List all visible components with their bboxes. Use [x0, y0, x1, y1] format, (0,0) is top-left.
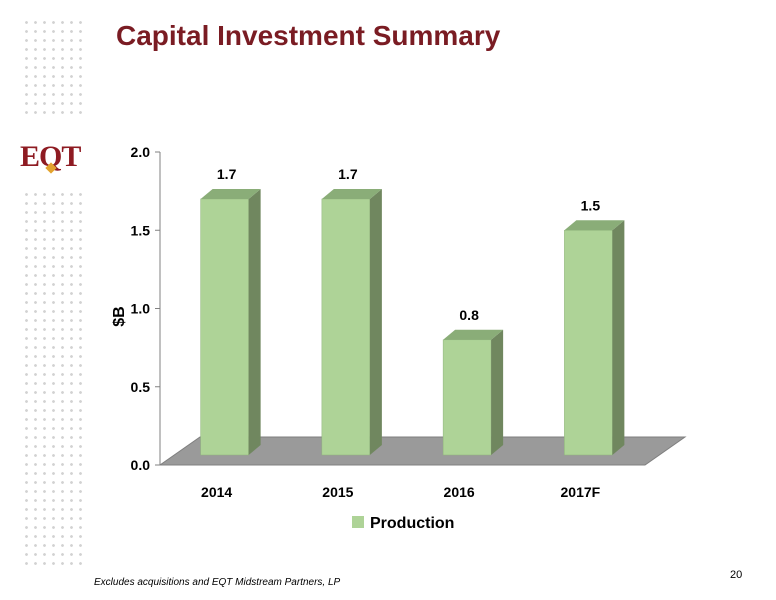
x-tick-label: 2014 — [201, 484, 232, 500]
page-number: 20 — [730, 569, 743, 581]
bar-top — [564, 220, 625, 231]
data-label: 1.5 — [581, 197, 601, 213]
chart-labels-layer: 1.7 2014 1.7 2015 0.8 2016 1.5 2017F — [201, 166, 601, 500]
data-label: 1.7 — [338, 166, 358, 182]
decorative-dot-grid-bottom — [22, 190, 82, 570]
bar-front — [442, 339, 492, 456]
chart-axis-layer: 0.0 0.5 1.0 1.5 2.0 $B — [111, 144, 645, 473]
bar-front — [200, 198, 249, 456]
bar-group — [442, 329, 504, 456]
bar-top — [321, 188, 382, 199]
decorative-dot-grid-top — [22, 18, 82, 118]
bar-top — [200, 188, 261, 199]
chart-legend-layer: Production — [352, 515, 454, 532]
y-axis-title: $B — [111, 306, 128, 326]
x-tick-label: 2017F — [561, 484, 601, 500]
y-tick-label: 1.0 — [131, 301, 151, 317]
bar-top — [443, 329, 504, 340]
x-tick-label: 2016 — [444, 484, 475, 500]
slide-title: Capital Investment Summary — [116, 20, 501, 51]
bar-group — [564, 220, 625, 456]
y-tick-label: 0.5 — [131, 379, 151, 395]
footnote: Excludes acquisitions and EQT Midstream … — [94, 577, 341, 588]
bar-front — [564, 230, 613, 456]
bar-group — [321, 188, 382, 456]
chart-bars-layer — [200, 188, 625, 456]
bar-group — [200, 188, 261, 456]
bar-chart: 0.00.51.01.52.0$B 1.720141.720150.820161… — [111, 144, 687, 532]
y-tick-label: 0.0 — [131, 457, 151, 473]
bar-front — [321, 198, 371, 456]
bar-side — [248, 188, 261, 455]
legend-swatch — [352, 516, 364, 528]
data-label: 1.7 — [217, 166, 237, 182]
bar-side — [612, 220, 625, 455]
legend-label: Production — [370, 515, 454, 532]
eqt-logo: EQT — [20, 140, 81, 174]
bar-side — [369, 188, 382, 455]
data-label: 0.8 — [459, 307, 479, 323]
y-tick-label: 1.5 — [131, 222, 151, 238]
chart-container: 0.0 0.5 1.0 1.5 2.0 $B 1.7 2014 1.7 2015 0.8 2016 1… — [90, 130, 710, 550]
x-tick-label: 2015 — [322, 484, 353, 500]
y-tick-label: 2.0 — [131, 144, 151, 160]
bar-side — [491, 329, 504, 455]
